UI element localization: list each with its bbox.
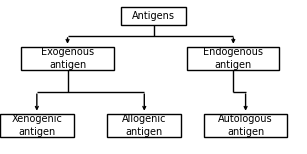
FancyBboxPatch shape <box>204 113 287 137</box>
Text: Xenogenic
antigen: Xenogenic antigen <box>11 114 62 137</box>
Text: Antigens: Antigens <box>132 11 175 21</box>
Text: Exogenous
antigen: Exogenous antigen <box>41 47 94 70</box>
FancyBboxPatch shape <box>121 7 186 25</box>
FancyBboxPatch shape <box>21 47 114 70</box>
FancyBboxPatch shape <box>187 47 279 70</box>
Text: Autologous
antigen: Autologous antigen <box>218 114 273 137</box>
FancyBboxPatch shape <box>107 113 181 137</box>
Text: Allogenic
antigen: Allogenic antigen <box>122 114 166 137</box>
FancyBboxPatch shape <box>0 113 74 137</box>
Text: Endogenous
antigen: Endogenous antigen <box>203 47 263 70</box>
